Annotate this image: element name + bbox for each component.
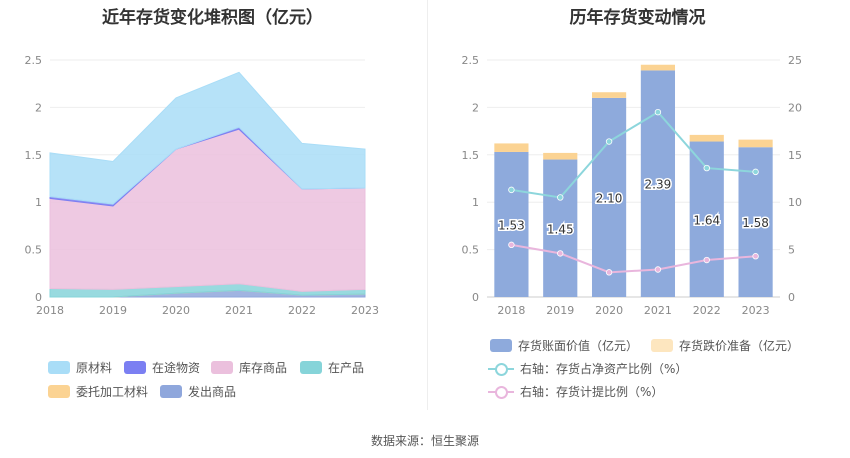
left-x-tick-0: 2018 xyxy=(36,304,64,317)
right-bar-s1-5 xyxy=(738,139,773,148)
right-bar-s0-0 xyxy=(494,151,529,297)
left-legend-item-3[interactable]: 在产品 xyxy=(300,359,364,376)
left-y-tick-0: 0 xyxy=(35,291,42,304)
right-x-tick-2: 2020 xyxy=(595,304,623,317)
right-chart-title: 历年存货变动情况 xyxy=(569,8,706,28)
left-legend-item-4[interactable]: 委托加工材料 xyxy=(48,383,148,400)
right-bar-label-0: 1.53 xyxy=(498,218,525,232)
right-bar-s1-2 xyxy=(591,92,627,98)
right-x-tick-1: 2019 xyxy=(546,304,574,317)
right-line-0 xyxy=(511,110,756,199)
left-legend-item-1[interactable]: 在途物资 xyxy=(124,359,200,376)
left-area-5 xyxy=(49,71,366,205)
right-y2-tick-2: 10 xyxy=(788,196,802,209)
right-bar-s1-0 xyxy=(494,143,529,152)
right-y2-tick-1: 5 xyxy=(788,244,795,257)
left-x-tick-5: 2023 xyxy=(351,304,379,317)
right-x-tick-5: 2023 xyxy=(742,304,770,317)
left-x-tick-1: 2019 xyxy=(99,304,127,317)
right-legend-label-0: 存货账面价值（亿元） xyxy=(518,339,639,353)
left-legend-swatch-0 xyxy=(48,361,70,374)
right-line-0-point-1 xyxy=(557,194,564,201)
right-bar-label-4: 1.64 xyxy=(693,213,720,227)
right-legend-swatch-0 xyxy=(490,339,512,352)
right-bar-s0-3 xyxy=(640,70,676,297)
right-y-tick-3: 1.5 xyxy=(462,149,480,162)
right-legend-item-0[interactable]: 存货账面价值（亿元） xyxy=(490,337,638,354)
left-legend-swatch-2 xyxy=(211,361,233,374)
right-bar-label-3: 2.39 xyxy=(645,178,672,192)
right-legend-item-2[interactable]: 右轴：存货占净资产比例（%） xyxy=(488,360,687,377)
left-y-tick-1: 0.5 xyxy=(25,244,43,257)
right-legend-label-3: 右轴：存货计提比例（%） xyxy=(520,385,664,399)
right-bar-s1-1 xyxy=(543,152,578,160)
right-bar-s1-3 xyxy=(640,64,676,71)
right-bar-label-5: 1.58 xyxy=(742,216,769,230)
left-legend-swatch-1 xyxy=(124,361,146,374)
right-legend-label-1: 存货跌价准备（亿元） xyxy=(679,339,800,353)
right-line-1 xyxy=(511,243,756,274)
right-line-1-point-0 xyxy=(508,241,515,249)
left-x-tick-2: 2020 xyxy=(162,304,190,317)
right-line-1-point-5 xyxy=(752,253,759,260)
left-legend-label-3: 在产品 xyxy=(328,361,365,375)
left-y-tick-4: 2 xyxy=(35,101,42,114)
right-line-0-point-3 xyxy=(654,108,662,116)
right-line-1-point-4 xyxy=(703,256,710,264)
right-y-tick-0: 0 xyxy=(472,291,479,304)
right-legend-swatch-1 xyxy=(651,339,673,352)
right-legend-label-2: 右轴：存货占净资产比例（%） xyxy=(520,362,688,376)
right-legend-item-1[interactable]: 存货跌价准备（亿元） xyxy=(651,337,799,354)
right-legend-item-3[interactable]: 右轴：存货计提比例（%） xyxy=(488,383,663,400)
right-line-0-point-5 xyxy=(752,168,759,176)
right-line-1-point-3 xyxy=(654,266,662,273)
right-x-tick-4: 2022 xyxy=(693,304,721,317)
left-x-tick-3: 2021 xyxy=(225,304,253,317)
right-y2-tick-0: 0 xyxy=(788,291,795,304)
right-line-0-point-4 xyxy=(703,164,710,172)
right-y2-tick-3: 15 xyxy=(788,149,802,162)
right-y2-tick-5: 25 xyxy=(788,54,802,67)
right-bar-s0-2 xyxy=(591,97,627,297)
left-legend-label-1: 在途物资 xyxy=(152,361,201,375)
left-legend-label-0: 原材料 xyxy=(76,361,113,375)
right-y2-tick-4: 20 xyxy=(788,101,802,114)
left-legend-label-5: 发出商品 xyxy=(188,385,237,399)
left-legend-swatch-3 xyxy=(300,361,322,374)
left-legend-item-0[interactable]: 原材料 xyxy=(48,359,112,376)
left-legend-item-2[interactable]: 库存商品 xyxy=(211,359,287,376)
left-legend-label-4: 委托加工材料 xyxy=(76,385,149,399)
left-legend-item-5[interactable]: 发出商品 xyxy=(160,383,236,400)
right-bar-s0-1 xyxy=(543,159,578,297)
right-y-tick-2: 1 xyxy=(472,196,479,209)
left-x-tick-4: 2022 xyxy=(288,304,316,317)
right-line-0-point-0 xyxy=(508,186,515,194)
right-y-tick-5: 2.5 xyxy=(462,54,480,67)
right-y-tick-4: 2 xyxy=(472,101,479,114)
right-line-1-point-1 xyxy=(557,250,564,257)
data-source-note: 数据来源：恒生聚源 xyxy=(370,434,479,448)
right-legend-line-3 xyxy=(488,385,514,399)
panel-divider xyxy=(427,0,428,410)
right-line-1-point-2 xyxy=(605,269,613,276)
right-bar-s1-4 xyxy=(689,134,724,142)
left-chart-title: 近年存货变化堆积图（亿元） xyxy=(102,8,323,28)
left-legend-swatch-5 xyxy=(160,385,182,398)
left-y-tick-5: 2.5 xyxy=(25,54,43,67)
right-bar-label-2: 2.10 xyxy=(596,191,623,205)
left-legend-label-2: 库存商品 xyxy=(239,361,288,375)
right-legend-line-2 xyxy=(488,362,514,376)
right-bar-label-1: 1.45 xyxy=(547,222,574,236)
right-line-0-point-2 xyxy=(605,138,613,145)
right-y-tick-1: 0.5 xyxy=(462,244,480,257)
left-y-tick-3: 1.5 xyxy=(25,149,43,162)
right-x-tick-0: 2018 xyxy=(497,304,525,317)
left-legend-swatch-4 xyxy=(48,385,70,398)
left-y-tick-2: 1 xyxy=(35,196,42,209)
right-x-tick-3: 2021 xyxy=(644,304,672,317)
